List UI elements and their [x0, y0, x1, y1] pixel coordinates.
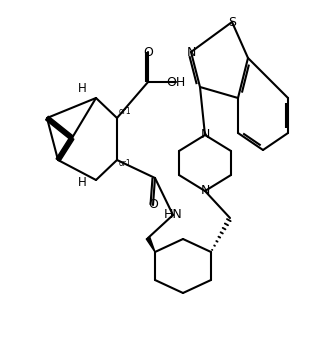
Text: O: O [148, 199, 158, 211]
Text: N: N [186, 46, 196, 58]
Polygon shape [56, 137, 74, 161]
Text: HN: HN [164, 208, 182, 221]
Text: N: N [200, 185, 210, 198]
Text: H: H [78, 176, 86, 189]
Text: N: N [200, 129, 210, 141]
Text: S: S [228, 16, 236, 29]
Text: or1: or1 [119, 158, 131, 168]
Text: H: H [78, 82, 86, 95]
Text: or1: or1 [119, 107, 131, 117]
Text: O: O [143, 46, 153, 58]
Polygon shape [46, 116, 73, 140]
Text: OH: OH [166, 75, 186, 88]
Polygon shape [146, 237, 155, 252]
